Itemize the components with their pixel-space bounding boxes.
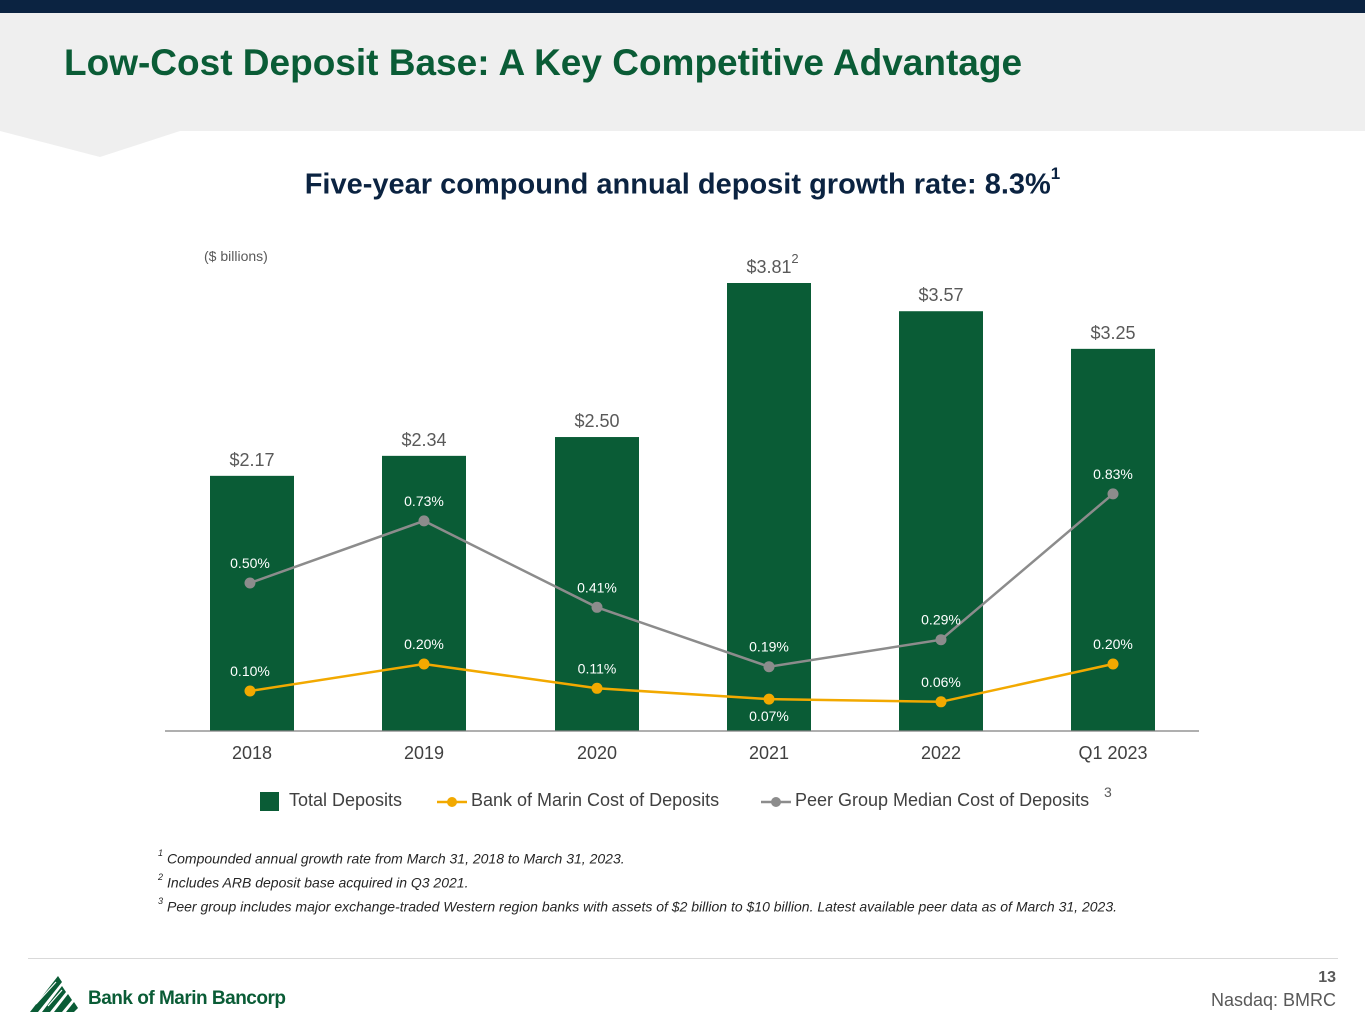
legend-label-total-deposits: Total Deposits [289,790,403,810]
bank-cost-data-label: 0.20% [1093,636,1133,652]
chart-legend: Total Deposits Bank of Marin Cost of Dep… [0,784,1365,816]
peer-cost-data-label: 0.29% [921,612,961,628]
deposits-chart: $2.17 $2.34 $2.50 $3.81 2 $3.57 $3.25 2018 2019 2… [165,251,1199,763]
bank-cost-data-label: 0.06% [921,674,961,690]
bar-value-label: $2.50 [574,411,619,431]
footnote-3: 3 Peer group includes major exchange-trad… [158,896,1117,915]
bank-cost-line [249,662,1114,704]
peer-cost-point [244,577,256,589]
bar-total-deposits [382,455,466,731]
units-label: ($ billions) [204,248,268,264]
x-tick-label: 2018 [232,743,272,763]
x-tick-label: 2022 [921,743,961,763]
page-title: Low-Cost Deposit Base: A Key Competitive… [64,42,1023,83]
bar-total-deposits [1071,348,1155,731]
bar-total-deposits [555,437,639,731]
peer-cost-data-label: 0.50% [230,555,270,571]
bank-cost-data-label: 0.11% [578,660,617,676]
footnote-2: 2 Includes ARB deposit base acquired in Q… [158,872,469,891]
legend-marker-bank-cost [437,797,467,807]
x-tick-label: 2020 [577,743,617,763]
page-number: 13 [1318,969,1336,986]
peer-cost-point [591,601,603,613]
bank-cost-data-label: 0.10% [230,663,270,679]
bank-cost-data-label: 0.07% [749,708,789,724]
peer-cost-line [249,492,1114,668]
x-tick-label: 2021 [749,743,789,763]
banner-notch [0,131,180,157]
footer-divider [28,958,1338,959]
bank-cost-point [763,693,775,705]
peer-cost-data-label: 0.83% [1093,466,1133,482]
bar-value-label: $2.17 [229,450,274,470]
bank-cost-point [1107,658,1119,670]
legend-label-bank-cost: Bank of Marin Cost of Deposits [471,790,720,810]
peer-cost-data-label: 0.41% [577,579,617,595]
bank-cost-point [935,696,947,708]
bar-total-deposits [899,311,983,731]
ticker-label: Nasdaq: BMRC [1210,990,1336,1010]
subtitle-footnote-ref: 1 [1050,164,1061,183]
bar-value-label: $2.34 [401,430,446,450]
bank-cost-point [244,685,256,697]
bank-logo-text: Bank of Marin Bancorp [88,988,286,1009]
footnote-1: 1 Compounded annual growth rate from Marc… [158,848,625,867]
bank-logo-icon [30,976,78,1012]
top-bar [0,0,1365,13]
title-banner [0,13,1365,131]
peer-cost-point [1107,488,1119,500]
bank-cost-point [591,682,603,694]
peer-cost-data-label: 0.19% [749,639,789,655]
bar-value-label: $3.25 [1090,323,1135,343]
peer-cost-point [935,634,947,646]
x-tick-label: Q1 2023 [1078,743,1147,763]
legend-footnote-ref: 3 [1104,784,1112,800]
bar-value-label: $3.81 [746,257,791,277]
x-tick-label: 2019 [404,743,444,763]
bank-cost-data-label: 0.20% [404,636,444,652]
peer-cost-data-label: 0.73% [404,493,444,509]
peer-cost-point [763,661,775,673]
legend-marker-peer-cost [761,797,791,807]
bar-value-label: $3.57 [918,285,963,305]
bank-cost-point [418,658,430,670]
legend-swatch-total-deposits [260,792,279,811]
bar-footnote-ref: 2 [791,251,798,266]
legend-label-peer-cost: Peer Group Median Cost of Deposits [795,790,1090,810]
subtitle-text: Five-year compound annual deposit growth… [304,168,1051,201]
peer-cost-point [418,515,430,527]
chart-subtitle: Five-year compound annual deposit growth… [0,164,1365,202]
